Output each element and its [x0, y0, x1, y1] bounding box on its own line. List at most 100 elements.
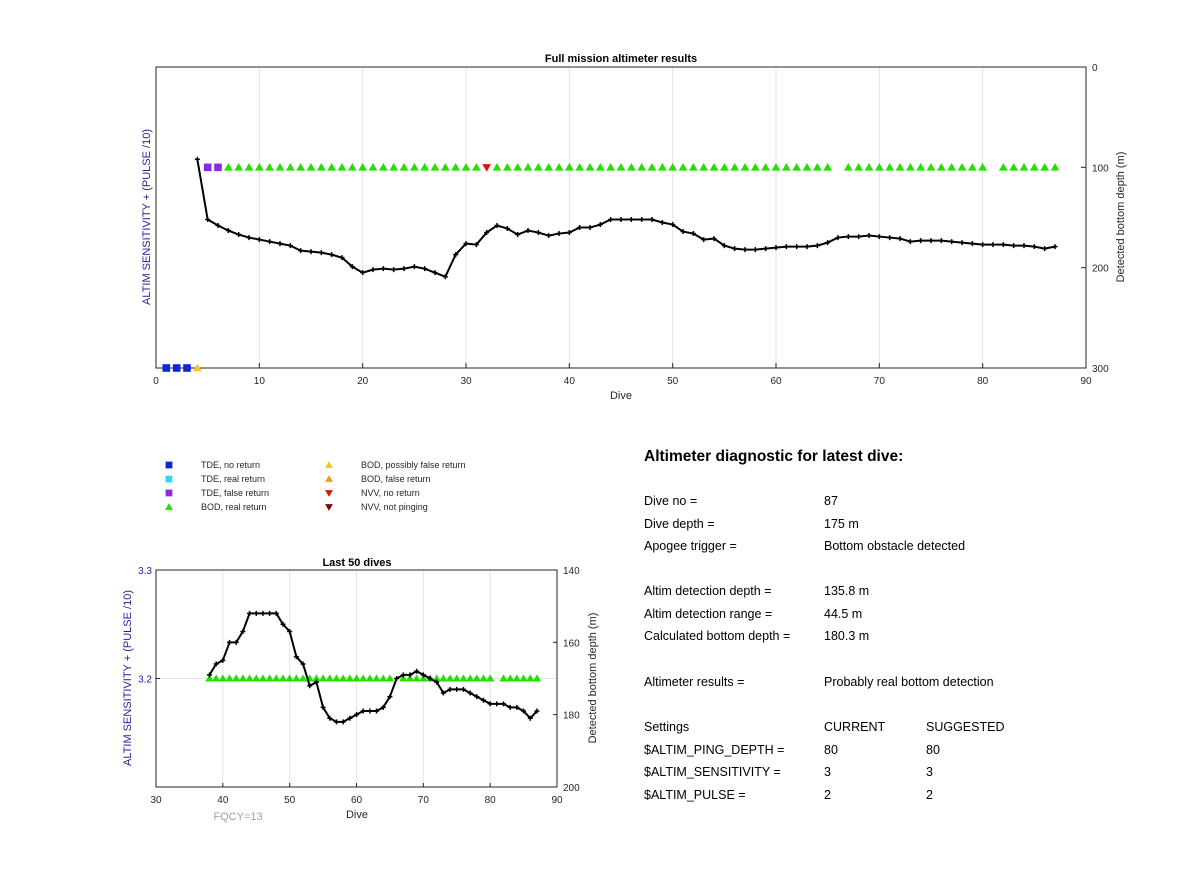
top-depth-point: [360, 270, 366, 276]
bottom-depth-point: [514, 704, 520, 710]
top-depth-point: [308, 249, 314, 255]
top-marker-bod-real-return: [585, 162, 595, 171]
bottom-depth-point: [287, 628, 293, 634]
bottom-marker-bod-real-return: [245, 674, 254, 682]
bottom-marker-bod-real-return: [225, 674, 234, 682]
top-depth-point: [287, 243, 293, 249]
bottom-marker-bod-real-return: [338, 674, 348, 682]
bottom-depth-line: [208, 612, 538, 723]
top-marker-bod-real-return: [812, 162, 822, 171]
top-marker-bod-real-return: [564, 162, 574, 171]
top-depth-point: [577, 225, 583, 231]
bottom-depth-point: [407, 672, 413, 678]
top-depth-point: [763, 246, 769, 252]
top-marker-bod-real-return: [606, 162, 616, 171]
top-depth-point: [969, 241, 975, 247]
bottom-marker-bod-real-return: [218, 674, 227, 682]
bottom-marker-bod-real-return: [459, 674, 468, 682]
top-marker-bod-real-return: [957, 162, 967, 171]
top-marker-bod-real-return: [389, 162, 399, 171]
top-marker-bod-real-return: [471, 162, 481, 171]
bottom-depth-point: [360, 708, 366, 714]
bottom-chart-series: [205, 610, 542, 725]
bottom-marker-bod-real-return: [472, 674, 481, 682]
legend-label: TDE, real return: [201, 474, 265, 484]
top-depth-point: [773, 245, 779, 251]
top-marker-bod-real-return: [1009, 162, 1019, 171]
top-marker-bod-real-return: [843, 162, 853, 171]
top-marker-bod-real-return: [275, 162, 285, 171]
top-depth-point: [1021, 243, 1027, 249]
top-chart-x-ticks: 0 10 20 30 40 50 60 70 80 90: [153, 363, 1092, 387]
top-marker-bod-real-return: [967, 162, 977, 171]
top-chart-series: [162, 156, 1060, 372]
top-depth-point: [380, 266, 386, 272]
top-depth-point: [391, 267, 397, 273]
top-depth-point: [298, 248, 304, 254]
top-x-tick-label: 20: [357, 376, 369, 387]
top-depth-point: [597, 222, 603, 228]
bottom-marker-bod-real-return: [439, 674, 448, 682]
top-chart-grid: [258, 67, 984, 368]
top-depth-point: [215, 223, 221, 229]
top-marker-bod-real-return: [916, 162, 926, 171]
top-depth-point: [236, 232, 242, 238]
top-depth-point: [587, 225, 593, 231]
top-depth-point: [411, 264, 417, 270]
bottom-depth-point: [400, 672, 406, 678]
diagnostic-title: Altimeter diagnostic for latest dive:: [644, 448, 904, 465]
top-depth-point: [732, 246, 738, 252]
legend-marker-tde-real-return: [165, 475, 173, 483]
top-depth-point: [1000, 242, 1006, 248]
top-depth-point: [546, 233, 552, 239]
bottom-marker-bod-real-return: [379, 674, 388, 682]
top-x-tick-label: 80: [977, 376, 989, 387]
bottom-marker-bod-real-return: [312, 674, 321, 682]
legend-marker-bod-possibly-false-return: [325, 461, 333, 468]
setting-suggested: 2: [926, 788, 933, 802]
top-depth-point: [918, 238, 924, 244]
top-marker-bod-real-return: [409, 162, 419, 171]
top-depth-point: [515, 232, 521, 238]
bottom-marker-bod-real-return: [292, 674, 301, 682]
top-depth-point: [928, 238, 934, 244]
bottom-x-tick-label: 70: [418, 795, 430, 806]
top-chart-right-label: Detected bottom depth (m): [1115, 152, 1127, 283]
top-depth-line: [196, 159, 1056, 278]
top-marker-bod-real-return: [285, 162, 295, 171]
top-depth-point: [949, 239, 955, 245]
bottom-depth-point: [534, 708, 540, 714]
bottom-depth-point: [527, 715, 533, 721]
fqcy-annotation: FQCY=13: [213, 811, 262, 823]
top-depth-point: [845, 234, 851, 240]
bottom-marker-bod-real-return: [519, 674, 528, 682]
top-depth-point: [618, 217, 624, 223]
top-chart-x-label: Dive: [610, 390, 632, 402]
bottom-depth-point: [220, 657, 226, 663]
top-marker-bod-real-return: [895, 162, 905, 171]
bottom-x-tick-label: 80: [485, 795, 497, 806]
bottom-depth-point: [380, 704, 386, 710]
legend-label: NVV, no return: [361, 488, 420, 498]
top-depth-point: [742, 247, 748, 253]
bottom-depth-point: [487, 701, 493, 707]
top-depth-point: [484, 230, 490, 236]
bottom-marker-bod-real-return: [359, 674, 368, 682]
top-depth-point: [535, 230, 541, 236]
bottom-marker-bod-real-return: [452, 674, 461, 682]
top-depth-point: [794, 244, 800, 250]
top-marker-tde-false-return: [203, 163, 212, 172]
top-depth-point: [639, 217, 645, 223]
top-depth-point: [659, 220, 665, 226]
top-marker-bod-real-return: [358, 162, 368, 171]
top-depth-point: [783, 244, 789, 250]
bottom-depth-point: [227, 639, 233, 645]
top-marker-bod-real-return: [1040, 162, 1050, 171]
bottom-depth-point: [521, 708, 527, 714]
top-marker-tde-false-return: [214, 163, 222, 172]
bottom-left-tick-label: 3.2: [138, 675, 152, 686]
apogee-trigger-value: Bottom obstacle detected: [824, 539, 966, 553]
bottom-marker-bod-real-return: [258, 674, 268, 682]
top-depth-point: [876, 234, 882, 240]
